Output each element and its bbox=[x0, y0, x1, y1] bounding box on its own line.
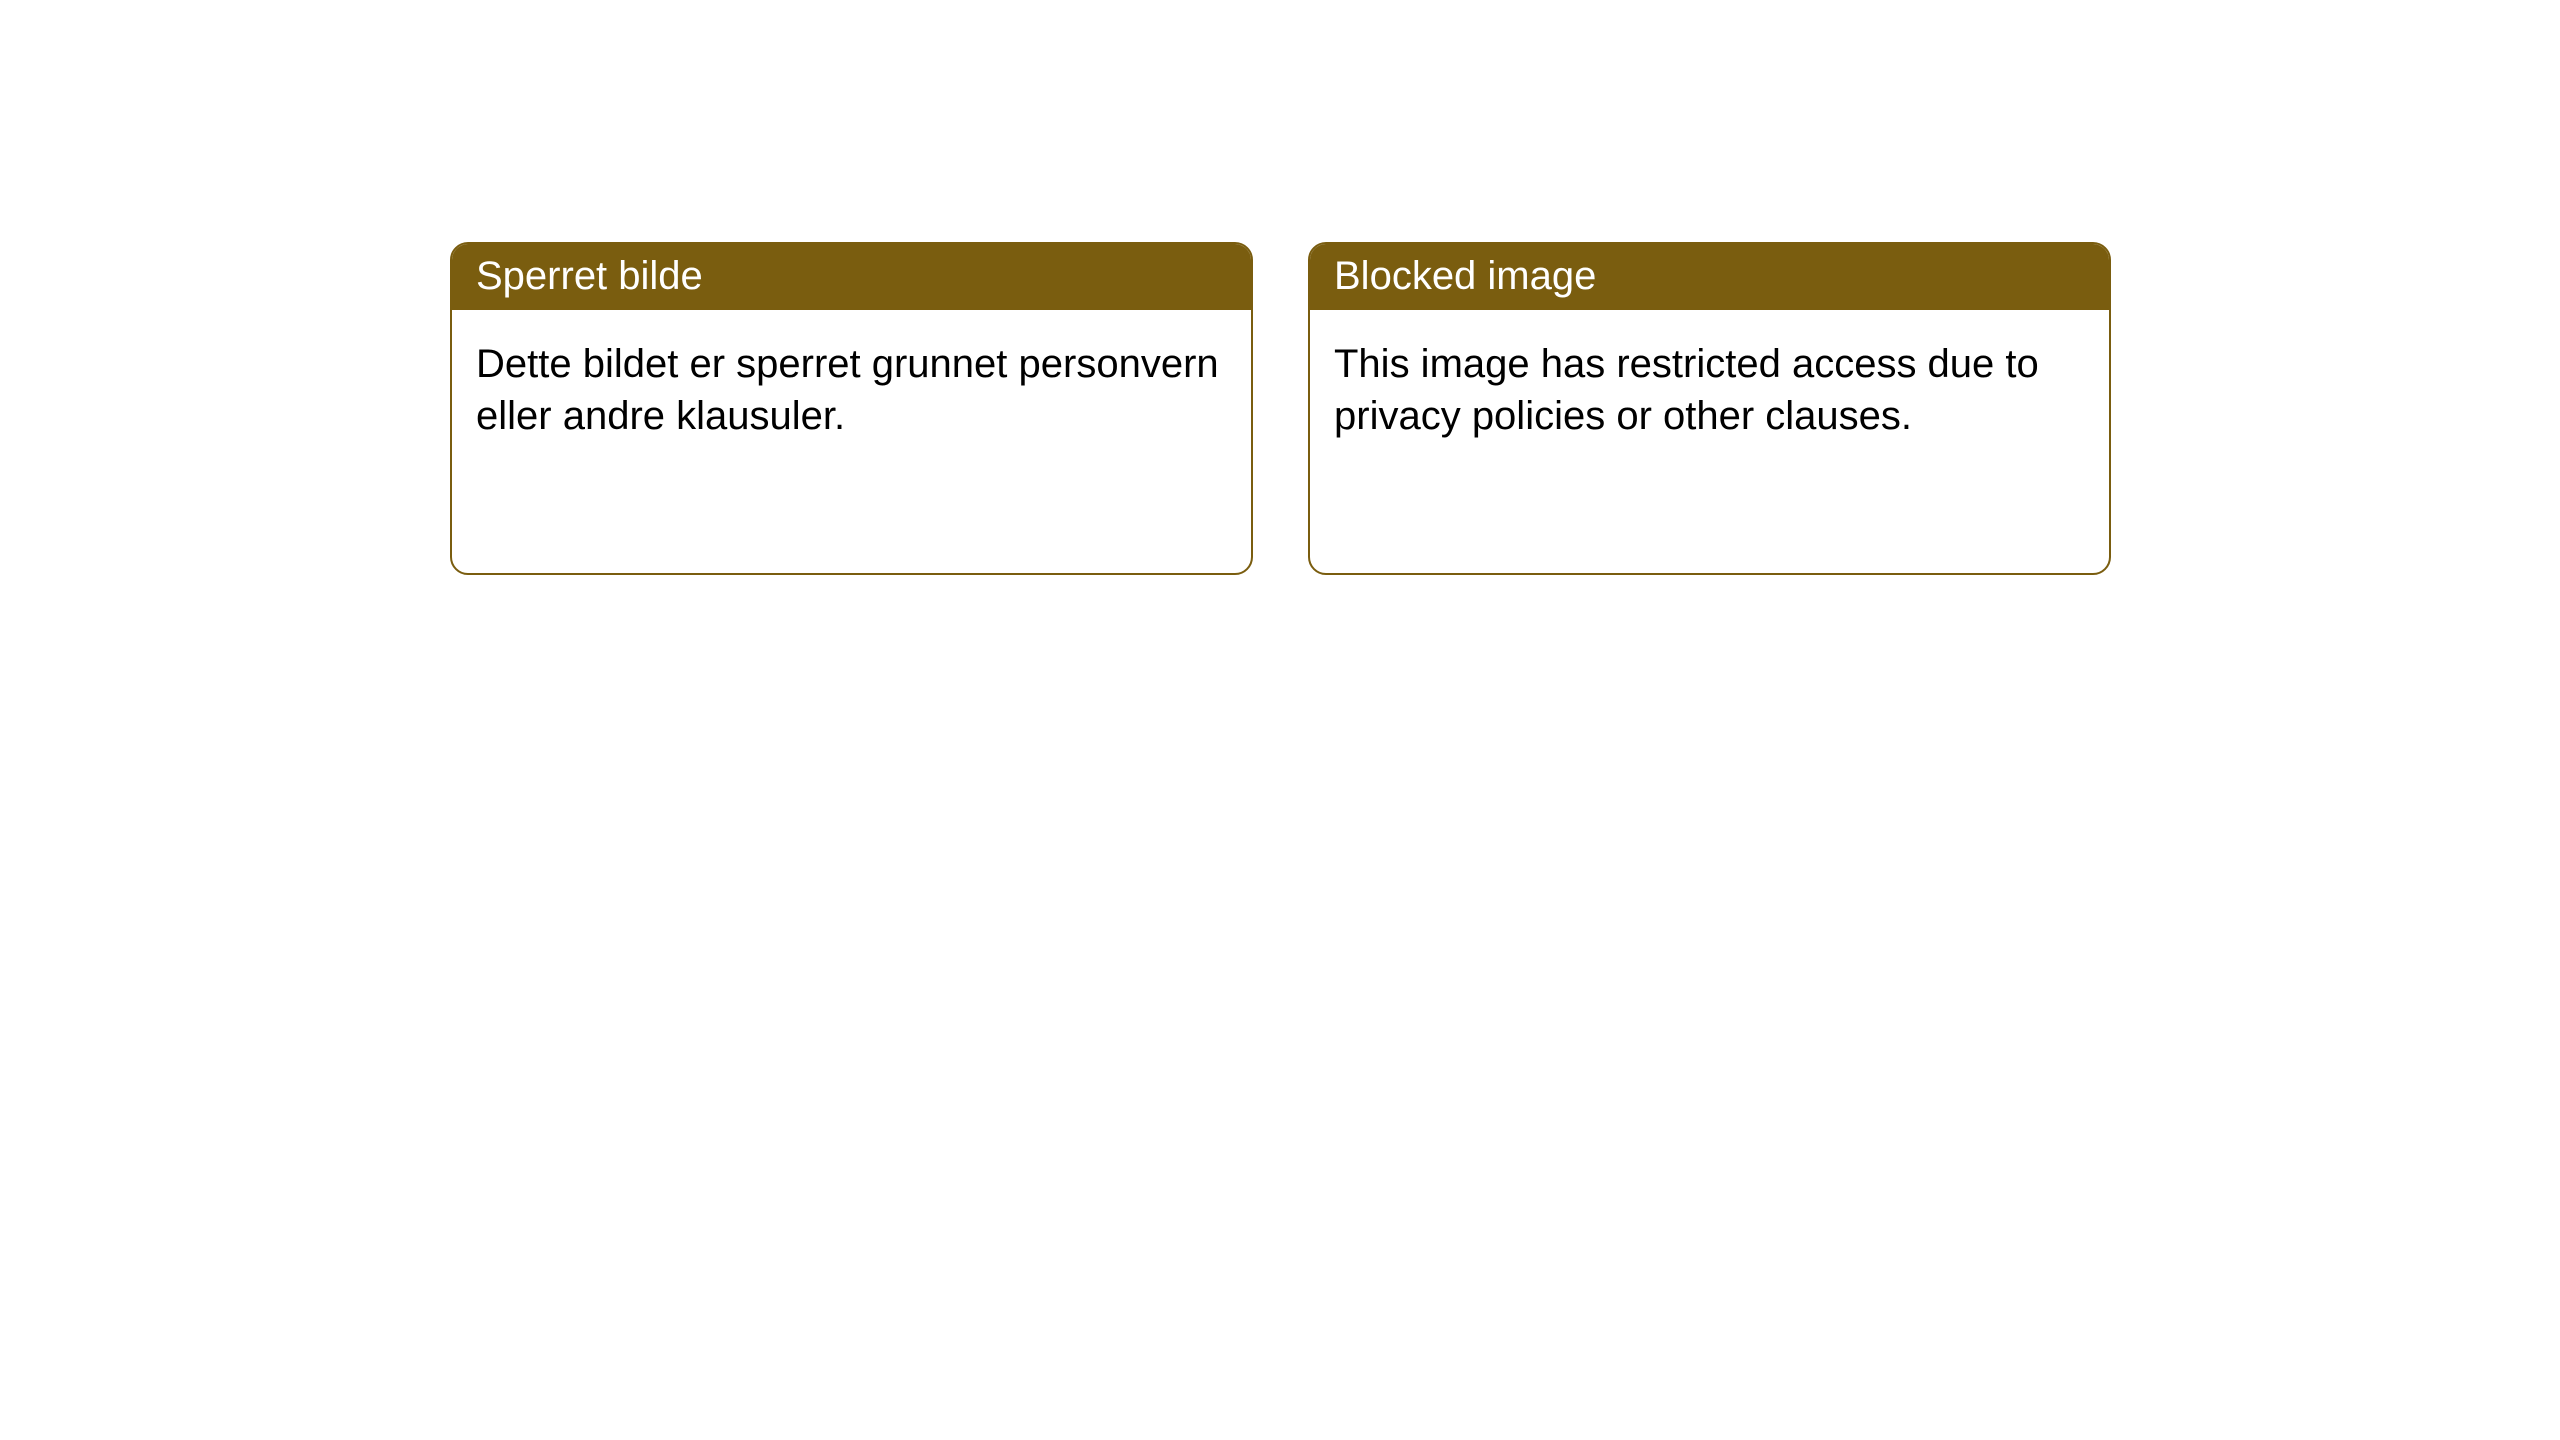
notice-title: Sperret bilde bbox=[476, 254, 703, 298]
notice-header: Blocked image bbox=[1310, 244, 2109, 310]
notice-box-norwegian: Sperret bilde Dette bildet er sperret gr… bbox=[450, 242, 1253, 575]
notice-box-english: Blocked image This image has restricted … bbox=[1308, 242, 2111, 575]
notice-body-text: This image has restricted access due to … bbox=[1334, 342, 2039, 438]
notice-header: Sperret bilde bbox=[452, 244, 1251, 310]
notice-body-text: Dette bildet er sperret grunnet personve… bbox=[476, 342, 1219, 438]
notice-title: Blocked image bbox=[1334, 254, 1596, 298]
notice-body: Dette bildet er sperret grunnet personve… bbox=[452, 310, 1251, 470]
notice-body: This image has restricted access due to … bbox=[1310, 310, 2109, 470]
notice-container: Sperret bilde Dette bildet er sperret gr… bbox=[450, 242, 2111, 575]
